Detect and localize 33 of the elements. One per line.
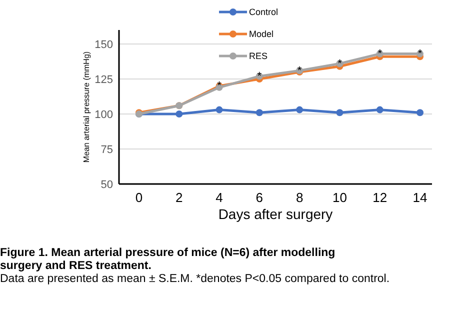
y-tick-label: 50 — [100, 178, 113, 191]
x-tick-label: 14 — [412, 190, 428, 205]
annotation: * — [217, 80, 222, 92]
legend-label: RES — [249, 51, 268, 62]
x-tick-label: 8 — [296, 190, 304, 205]
point — [176, 110, 183, 118]
x-tick-label: 6 — [256, 190, 264, 205]
x-tick-label: 10 — [332, 190, 347, 205]
annotation: * — [297, 64, 302, 77]
y-tick-label: 150 — [94, 38, 113, 51]
annotation: * — [338, 58, 343, 70]
text: Data are presented as mean ± S.E.M. *denotes P<0.05 compared to control. — [0, 273, 390, 285]
point — [416, 109, 424, 116]
annotation: * — [257, 70, 262, 82]
legend-label: Model — [249, 29, 274, 40]
point — [376, 106, 384, 114]
x-tick-label: 2 — [176, 190, 183, 205]
x-axis-title: Days after surgery — [218, 206, 333, 222]
x-tick-label: 12 — [372, 190, 388, 205]
point — [216, 106, 223, 114]
y-tick-label: 75 — [100, 144, 113, 156]
annotation: * — [418, 48, 423, 60]
legend-label: Control — [249, 7, 278, 18]
x-tick-label: 0 — [135, 190, 143, 205]
y-tick-label: 100 — [94, 108, 113, 121]
x-tick-label: 4 — [216, 190, 223, 205]
text: Figure 1. Mean arterial pressure of mice (N=6) after modelling surgery and RES treatment. — [0, 247, 336, 272]
point — [256, 109, 263, 116]
annotation: * — [378, 48, 383, 60]
y-axis-title: Mean arterial pressure (mmHg) — [82, 51, 91, 163]
y-tick-label: 125 — [94, 74, 113, 86]
point — [336, 109, 344, 116]
point — [296, 106, 304, 114]
